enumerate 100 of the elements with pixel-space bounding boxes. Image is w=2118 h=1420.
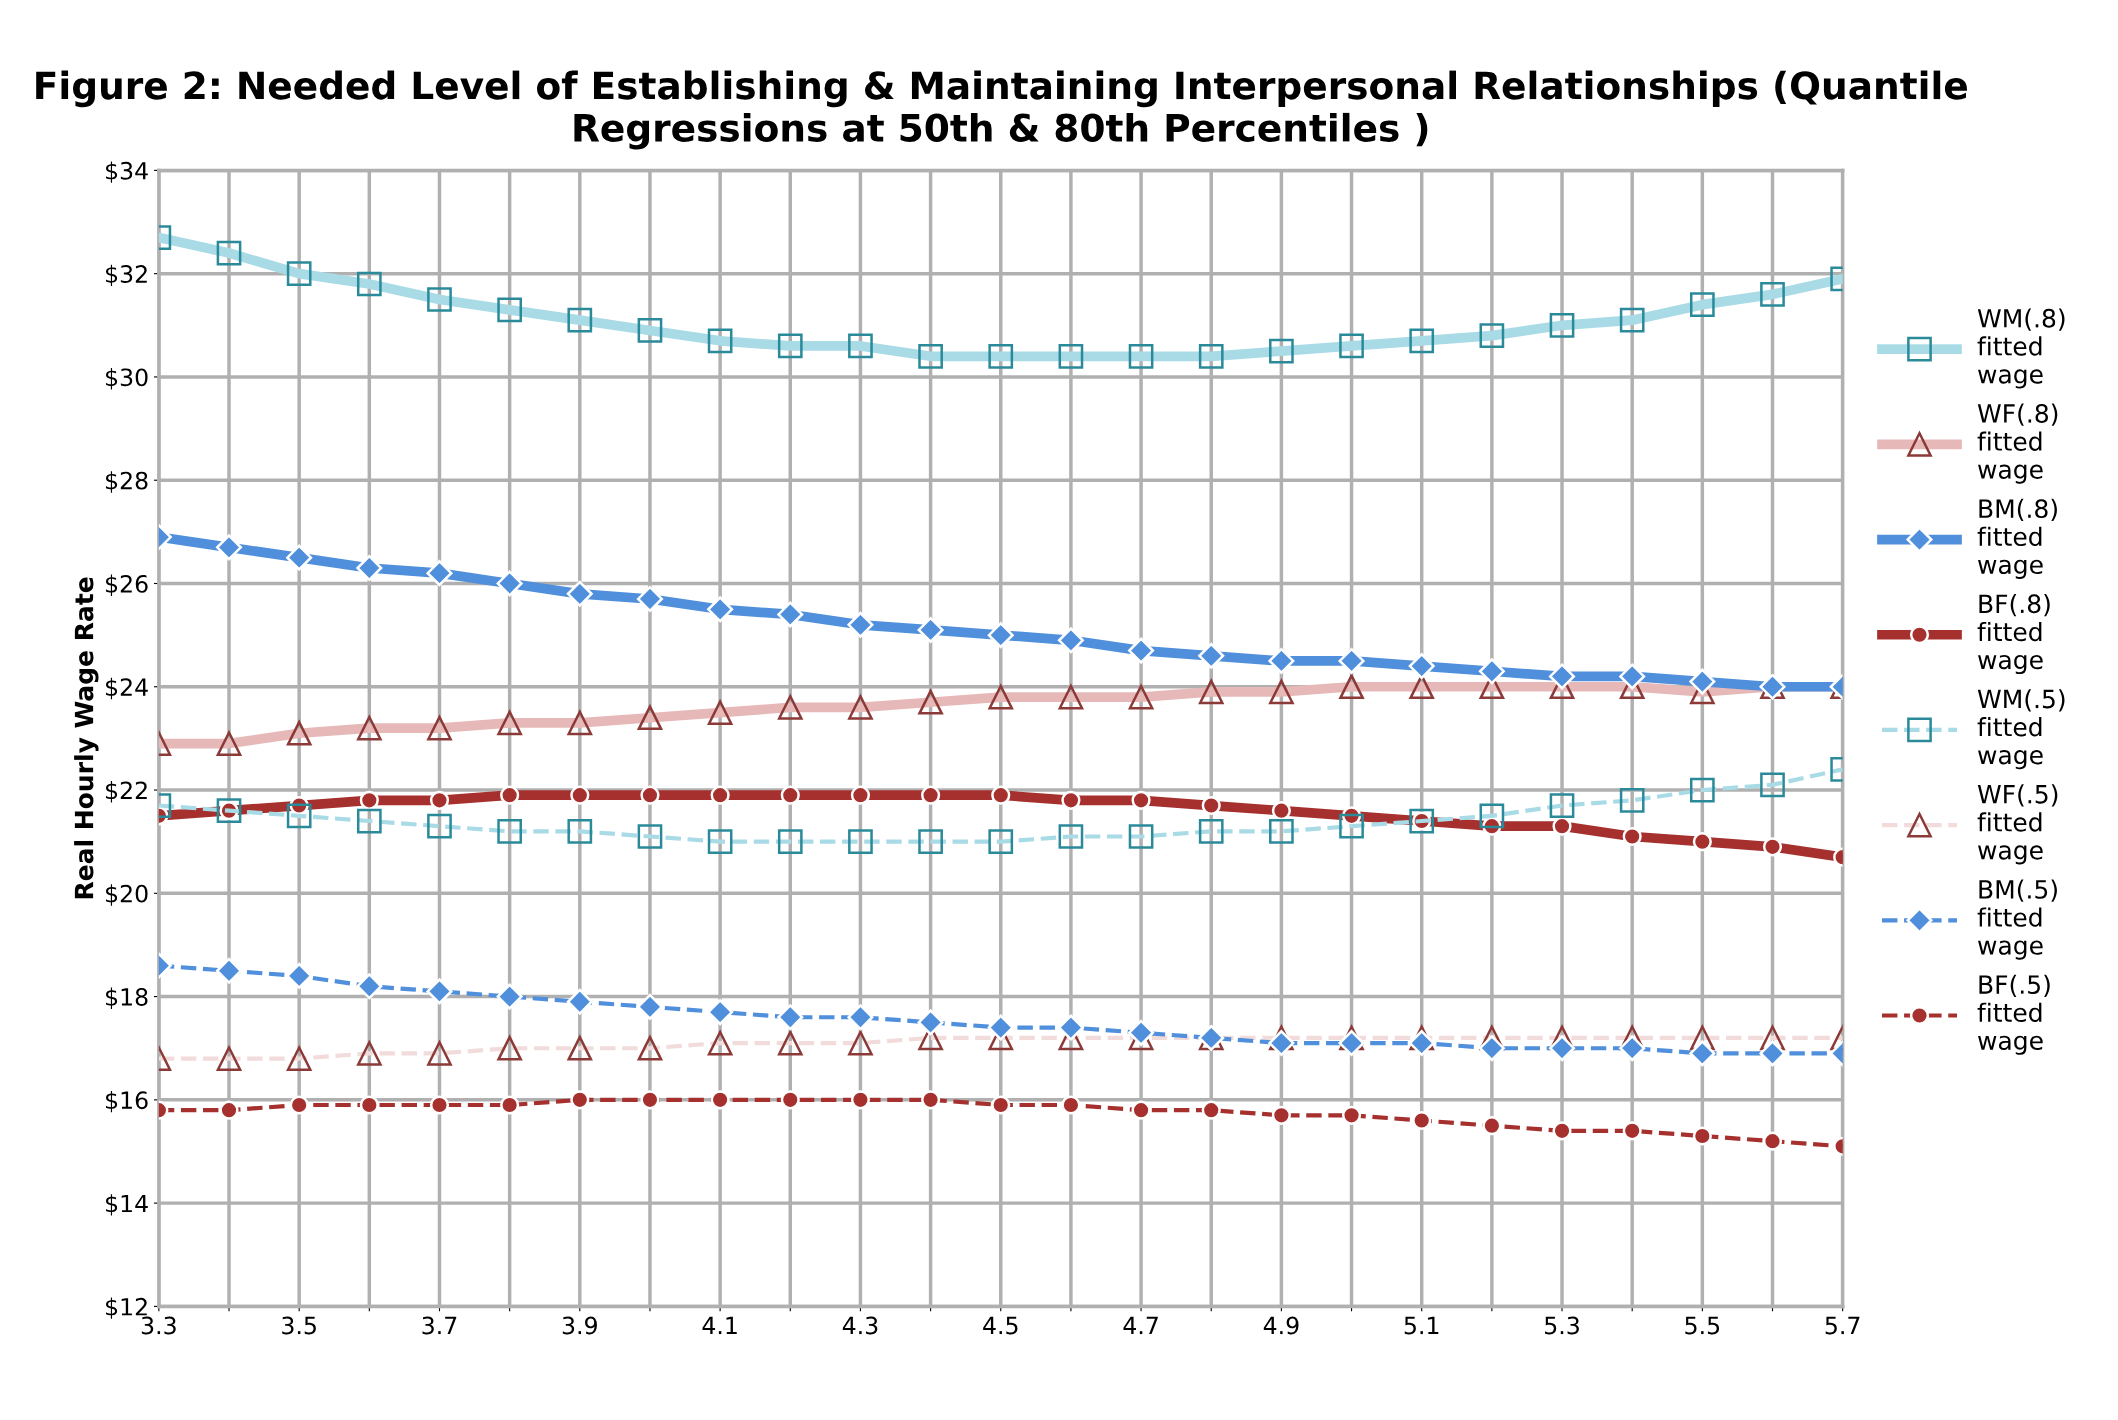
- point: [1338, 647, 1365, 674]
- y-tick-label: $16: [106, 1090, 148, 1113]
- x-tick-label: 5.5: [1685, 1316, 1720, 1335]
- y-tick-label: $24: [106, 677, 148, 700]
- x-tick-label: 5.3: [1545, 1316, 1579, 1335]
- point: [1131, 790, 1151, 810]
- point: [1622, 826, 1642, 847]
- x-tick-label: 3.7: [422, 1316, 457, 1335]
- point: [1552, 816, 1572, 836]
- legend-label: BM(.8) fitted wage: [1977, 498, 2057, 579]
- point: [359, 790, 379, 810]
- point: [286, 544, 313, 571]
- x-tick-label: 3.9: [562, 1316, 597, 1335]
- point: [987, 1014, 1014, 1041]
- legend-label: BF(.8) fitted wage: [1977, 593, 2050, 675]
- x-tick-label: 4.3: [842, 1316, 878, 1335]
- point: [496, 983, 523, 1010]
- point: [1478, 658, 1505, 685]
- y-tick-label: $22: [106, 781, 147, 803]
- point: [215, 534, 243, 561]
- y-tick-label: $34: [106, 161, 148, 183]
- x-tick-label: 3.5: [282, 1316, 316, 1335]
- y-tick-label: $30: [106, 367, 148, 390]
- point: [289, 1095, 309, 1115]
- point: [1692, 1126, 1712, 1146]
- point: [1057, 627, 1084, 654]
- point: [1198, 642, 1225, 669]
- point: [707, 596, 734, 623]
- y-tick-label: $26: [106, 574, 148, 596]
- point: [1061, 1095, 1081, 1115]
- point: [987, 622, 1014, 649]
- point: [777, 1004, 804, 1031]
- point: [429, 1095, 450, 1115]
- point: [1128, 637, 1155, 664]
- point: [1201, 795, 1221, 816]
- point: [1412, 1110, 1432, 1131]
- point: [780, 785, 800, 805]
- point: [1552, 1121, 1572, 1141]
- point: [991, 1095, 1011, 1115]
- point: [500, 1095, 520, 1115]
- point: [847, 611, 874, 638]
- point: [636, 585, 663, 613]
- point: [1759, 1040, 1786, 1067]
- x-tick-label: 4.1: [702, 1316, 737, 1335]
- point: [1619, 1035, 1646, 1062]
- point: [570, 785, 590, 805]
- point: [847, 1004, 874, 1031]
- point: [1408, 653, 1435, 680]
- point: [1061, 790, 1081, 810]
- point: [1268, 647, 1295, 674]
- point: [1201, 1100, 1221, 1120]
- point: [1271, 1105, 1291, 1125]
- chart-title: Figure 2: Needed Level of Establishing & Maintaining Interpersonal Relationships (Quantile Regressions at 50th & 80th Percentiles ): [36, 70, 1967, 150]
- point: [640, 1090, 660, 1110]
- legend-label: WM(.5) fitted wage: [1977, 689, 2065, 770]
- point: [566, 580, 593, 607]
- point: [426, 560, 453, 587]
- point: [917, 616, 944, 643]
- point: [1271, 801, 1291, 821]
- point: [1619, 663, 1646, 690]
- point: [710, 1090, 730, 1110]
- legend-label: WF(.8) fitted wage: [1977, 403, 2058, 484]
- x-tick-label: 5.7: [1825, 1316, 1860, 1335]
- point: [921, 785, 941, 805]
- point: [426, 978, 453, 1005]
- point: [1548, 663, 1576, 690]
- point: [1762, 837, 1783, 857]
- y-tick-label: $14: [106, 1194, 148, 1216]
- point: [1692, 832, 1712, 852]
- point: [219, 1100, 239, 1120]
- point: [1482, 1116, 1502, 1136]
- legend-label: BF(.5) fitted wage: [1977, 974, 2050, 1055]
- point: [496, 570, 523, 597]
- point: [991, 785, 1011, 805]
- point: [1762, 1131, 1783, 1151]
- y-tick-label: $18: [106, 987, 148, 1010]
- x-tick-label: 5.1: [1404, 1316, 1439, 1335]
- point: [640, 785, 660, 805]
- point: [850, 1090, 871, 1110]
- point: [286, 962, 313, 989]
- point: [1341, 1105, 1362, 1125]
- point: [566, 988, 593, 1015]
- point: [1622, 1121, 1642, 1141]
- point: [777, 601, 804, 628]
- x-tick-label: 4.9: [1263, 1316, 1299, 1335]
- legend-label: WM(.8) fitted wage: [1977, 308, 2065, 389]
- point: [1128, 1019, 1155, 1046]
- x-tick-label: 4.5: [983, 1316, 1018, 1335]
- point: [215, 957, 243, 984]
- point: [1338, 1030, 1365, 1057]
- point: [570, 1090, 590, 1110]
- point: [359, 1095, 379, 1115]
- point: [429, 790, 450, 810]
- point: [1548, 1035, 1576, 1062]
- y-tick-label: $28: [106, 471, 148, 493]
- point: [1689, 668, 1716, 695]
- legend-label: WF(.5) fitted wage: [1977, 784, 2058, 865]
- point: [710, 785, 730, 805]
- point: [356, 554, 383, 582]
- point: [850, 785, 871, 805]
